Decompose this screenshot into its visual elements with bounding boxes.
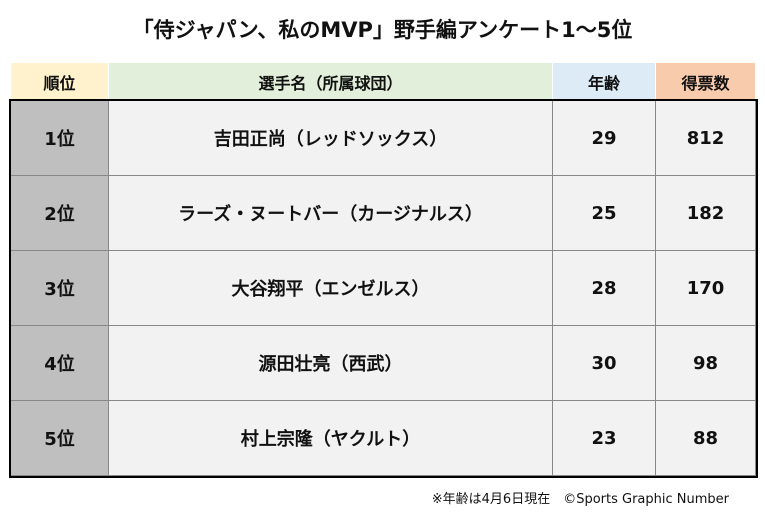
table-cell: 170 [655, 250, 756, 326]
header-cell: 選手名（所属球団） [108, 62, 553, 101]
table-cell: 村上宗隆（ヤクルト） [108, 400, 553, 476]
ranking-table: 順位 選手名（所属球団） 年齢 得票数 1位 吉田正尚（レッドソックス） 29 812 2位ラ… [8, 62, 758, 478]
table-body: 1位 吉田正尚（レッドソックス） 29 812 2位 ラーズ・ヌートバー（カージナルス） 2… [8, 98, 758, 478]
table-cell: 30 [552, 325, 656, 401]
table-cell: 812 [655, 100, 756, 176]
table-cell: 大谷翔平（エンゼルス） [108, 250, 553, 326]
table-cell: 5位 [10, 400, 109, 476]
table-cell: 吉田正尚（レッドソックス） [108, 100, 553, 176]
table-cell: 29 [552, 100, 656, 176]
table-row: 5位 村上宗隆（ヤクルト） 23 88 [10, 400, 756, 476]
table-row: 4位 源田壮亮（西武） 30 98 [10, 325, 756, 401]
table-cell: 1位 [10, 100, 109, 176]
table-cell: 4位 [10, 325, 109, 401]
table-cell: 28 [552, 250, 656, 326]
footnote: ※年齢は4月6日現在 ©Sports Graphic Number [431, 492, 729, 507]
table-cell: 3位 [10, 250, 109, 326]
title: 「侍ジャパン、私のMVP」野手編アンケート1〜5位 [132, 18, 633, 42]
header-cell: 得票数 [655, 62, 756, 101]
table-cell: 88 [655, 400, 756, 476]
table-row: 3位 大谷翔平（エンゼルス） 28 170 [10, 250, 756, 326]
table-cell: 182 [655, 175, 756, 251]
header-row: 順位 選手名（所属球団） 年齢 得票数 [10, 62, 756, 101]
table-row: 1位 吉田正尚（レッドソックス） 29 812 [10, 100, 756, 176]
header-cell: 順位 [10, 62, 109, 101]
table-cell: 源田壮亮（西武） [108, 325, 553, 401]
table-row: 2位 ラーズ・ヌートバー（カージナルス） 25 182 [10, 175, 756, 251]
table-cell: 25 [552, 175, 656, 251]
table-cell: 23 [552, 400, 656, 476]
table-cell: 2位 [10, 175, 109, 251]
header-cell: 年齢 [552, 62, 656, 101]
table-cell: ラーズ・ヌートバー（カージナルス） [108, 175, 553, 251]
table-cell: 98 [655, 325, 756, 401]
